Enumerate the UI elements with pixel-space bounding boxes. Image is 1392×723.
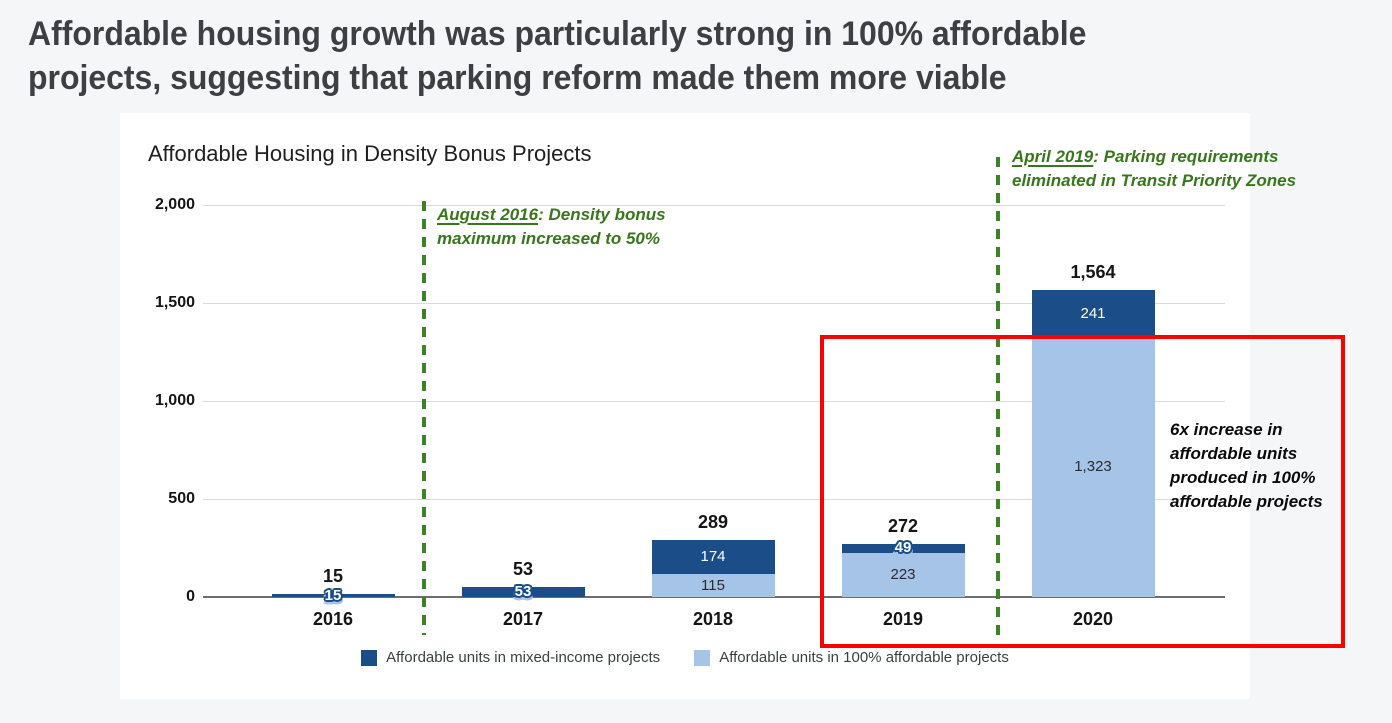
legend-label-100pct-affordable: Affordable units in 100% affordable proj… [719,649,1009,666]
annotation-april-2019: April 2019: Parking requirements elimina… [1012,145,1352,193]
y-axis-tick-label: 1,500 [154,294,195,311]
bar-segment-mixed-income [841,543,965,554]
dashed-line-april-2019 [996,157,1000,637]
x-axis-category-label: 2020 [1072,609,1114,629]
bar-total-label: 272 [887,515,919,536]
annotation-august-2016-date: August 2016 [437,205,539,224]
x-axis-baseline [203,596,1225,598]
bar-value-label-100pct-affordable: 1,323 [1074,458,1112,476]
bar-total-label: 1,564 [1070,262,1116,283]
bar-total-label: 289 [697,512,729,533]
annotation-april-2019-text: : Parking requirements eliminated in Tra… [1012,147,1297,190]
annotation-6x-increase: 6x increase in affordable units produced… [1170,420,1323,511]
legend-label-mixed-income: Affordable units in mixed-income project… [386,649,661,666]
slide-headline-line2: projects, suggesting that parking reform… [28,59,1007,97]
annotation-august-2016-text: : Density bonus maximum increased to 50% [437,205,666,248]
y-gridline [203,303,1225,304]
y-gridline [203,499,1225,500]
annotation-april-2019-date: April 2019 [1012,147,1094,166]
y-gridline [203,205,1225,206]
bar-segment-mixed-income [1031,290,1155,338]
slide-headline-line1: Affordable housing growth was particular… [28,15,1087,53]
y-axis-tick-label: 1,000 [154,392,195,409]
chart-plot-area: 0 500 1,000 1,500 2,000 15 15 2016 53 53 2017 115 17… [120,113,1250,699]
bar-segment-mixed-income [461,586,585,597]
highlight-box-2019-2020 [820,335,1345,648]
y-axis-tick-label: 500 [168,490,195,507]
x-axis-category-label: 2018 [692,609,734,629]
chart-card: Affordable Housing in Density Bonus Proj… [120,113,1250,699]
legend-item-mixed-income: Affordable units in mixed-income project… [361,649,660,666]
bar-segment-mixed-income [651,540,775,575]
bar-total-label: 53 [512,558,534,579]
x-axis-category-label: 2019 [882,609,924,629]
bar-value-label-mixed-income: 53 [514,582,532,600]
bar-segment-mixed-income [271,594,395,597]
bar-segment-100pct-affordable [651,574,775,597]
legend-item-100pct-affordable: Affordable units in 100% affordable proj… [694,649,1009,666]
bar-value-label-mixed-income: 15 [324,586,342,604]
annotation-august-2016: August 2016: Density bonus maximum incre… [437,203,729,251]
legend-swatch-mixed-income [361,649,378,666]
legend-swatch-100pct-affordable [694,649,711,666]
bar-value-label-mixed-income: 241 [1080,305,1106,323]
y-gridline [203,401,1225,402]
dashed-line-august-2016 [422,201,426,635]
slide-headline: Affordable housing growth was particular… [28,12,1086,100]
bar-value-label-mixed-income: 174 [700,548,726,566]
y-axis-tick-label: 0 [186,588,195,605]
chart-title: Affordable Housing in Density Bonus Proj… [148,141,592,166]
bar-value-label-mixed-income: 49 [894,539,912,557]
x-axis-category-label: 2016 [312,609,354,629]
chart-legend: Affordable units in mixed-income project… [120,649,1250,666]
bar-value-label-100pct-affordable: 223 [890,566,916,584]
bar-value-label-100pct-affordable: 115 [701,576,725,594]
x-axis-category-label: 2017 [502,609,544,629]
bar-segment-100pct-affordable [1031,337,1155,597]
bar-segment-100pct-affordable [841,553,965,597]
bar-total-label: 15 [322,566,344,587]
y-axis-tick-label: 2,000 [154,196,195,213]
